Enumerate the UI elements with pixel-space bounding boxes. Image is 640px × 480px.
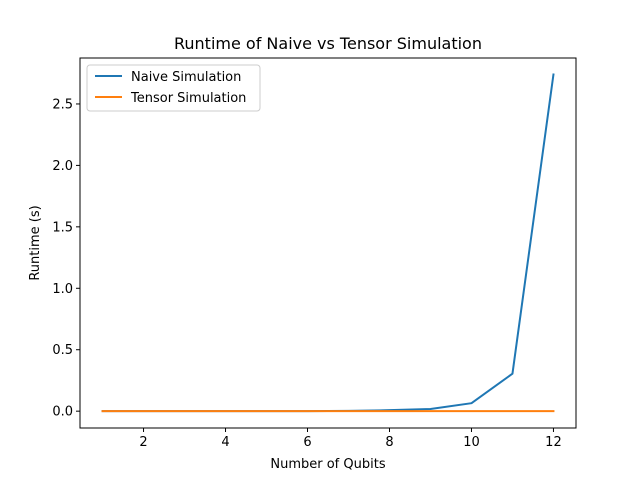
y-tick-label: 2.5 [52,97,73,112]
y-tick-label: 2.0 [52,159,73,174]
y-axis-label: Runtime (s) [28,205,43,280]
chart-title: Runtime of Naive vs Tensor Simulation [174,34,482,53]
x-axis-label: Number of Qubits [270,457,385,472]
y-tick-label: 1.5 [52,220,73,235]
legend: Naive Simulation Tensor Simulation [86,64,261,112]
y-axis-ticks: 0.0 0.5 1.0 1.5 2.0 2.5 [52,97,80,420]
x-tick-label: 2 [139,435,147,450]
legend-label-naive: Naive Simulation [131,70,241,85]
x-tick-label: 12 [545,435,562,450]
x-tick-label: 4 [221,435,229,450]
y-tick-label: 0.5 [52,343,73,358]
y-tick-label: 1.0 [52,282,73,297]
x-tick-label: 8 [385,435,393,450]
legend-label-tensor: Tensor Simulation [130,91,246,106]
legend-box [86,64,261,112]
axes-frame [79,57,577,429]
plot-lines [101,73,555,413]
x-tick-label: 10 [463,435,480,450]
x-tick-label: 6 [303,435,311,450]
x-axis-ticks: 2 4 6 8 10 12 [139,428,562,450]
y-tick-label: 0.0 [52,405,73,420]
